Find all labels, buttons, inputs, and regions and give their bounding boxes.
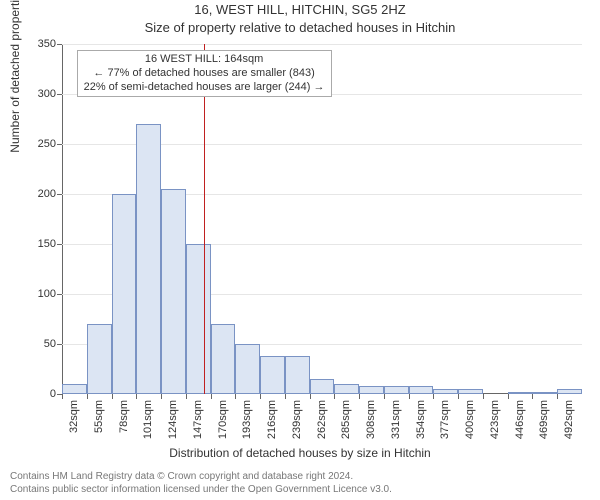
chart-title-main: 16, WEST HILL, HITCHIN, SG5 2HZ (0, 2, 600, 17)
histogram-bar (285, 356, 310, 394)
histogram-bar (359, 386, 384, 394)
chart-title-sub: Size of property relative to detached ho… (0, 20, 600, 35)
grid-line (62, 44, 582, 45)
y-tick-label: 250 (16, 138, 62, 150)
histogram-bar (433, 389, 458, 394)
histogram-bar (186, 244, 211, 394)
histogram-bar (310, 379, 335, 394)
x-tick-mark (409, 394, 410, 399)
x-axis-label: Distribution of detached houses by size … (0, 446, 600, 460)
histogram-bar (334, 384, 359, 394)
x-tick-mark (557, 394, 558, 399)
histogram-bar (384, 386, 409, 394)
histogram-bar (557, 389, 582, 394)
footer-line-2: Contains public sector information licen… (10, 483, 392, 496)
annotation-box: 16 WEST HILL: 164sqm← 77% of detached ho… (77, 50, 332, 97)
histogram-bar (161, 189, 186, 394)
y-tick-label: 50 (16, 338, 62, 350)
y-tick-label: 350 (16, 38, 62, 50)
y-tick-label: 0 (16, 388, 62, 400)
x-tick-mark (211, 394, 212, 399)
x-tick-mark (334, 394, 335, 399)
histogram-bar (532, 392, 557, 394)
x-tick-mark (384, 394, 385, 399)
histogram-bar (458, 389, 483, 394)
x-tick-mark (310, 394, 311, 399)
x-tick-mark (87, 394, 88, 399)
x-tick-mark (186, 394, 187, 399)
x-tick-mark (260, 394, 261, 399)
x-tick-mark (532, 394, 533, 399)
histogram-bar (87, 324, 112, 394)
y-tick-label: 300 (16, 88, 62, 100)
chart-container: 16, WEST HILL, HITCHIN, SG5 2HZ Size of … (0, 0, 600, 500)
x-tick-mark (359, 394, 360, 399)
footer-attribution: Contains HM Land Registry data © Crown c… (10, 470, 392, 496)
histogram-bar (235, 344, 260, 394)
annotation-line: ← 77% of detached houses are smaller (84… (84, 67, 325, 81)
histogram-bar (112, 194, 137, 394)
footer-line-1: Contains HM Land Registry data © Crown c… (10, 470, 392, 483)
x-tick-mark (483, 394, 484, 399)
histogram-bar (211, 324, 236, 394)
x-tick-mark (62, 394, 63, 399)
y-axis (62, 44, 63, 394)
annotation-line: 16 WEST HILL: 164sqm (84, 53, 325, 67)
histogram-bar (260, 356, 285, 394)
annotation-line: 22% of semi-detached houses are larger (… (84, 81, 325, 95)
y-tick-label: 150 (16, 238, 62, 250)
histogram-bar (409, 386, 434, 394)
x-tick-mark (112, 394, 113, 399)
histogram-bar (136, 124, 161, 394)
plot-area: 05010015020025030035032sqm55sqm78sqm101s… (62, 44, 582, 394)
y-tick-label: 200 (16, 188, 62, 200)
x-tick-mark (136, 394, 137, 399)
x-tick-mark (433, 394, 434, 399)
x-tick-mark (458, 394, 459, 399)
y-tick-label: 100 (16, 288, 62, 300)
x-tick-mark (235, 394, 236, 399)
histogram-bar (62, 384, 87, 394)
x-tick-mark (508, 394, 509, 399)
x-tick-mark (285, 394, 286, 399)
histogram-bar (508, 392, 533, 394)
y-axis-label: Number of detached properties (8, 0, 22, 220)
x-tick-mark (161, 394, 162, 399)
